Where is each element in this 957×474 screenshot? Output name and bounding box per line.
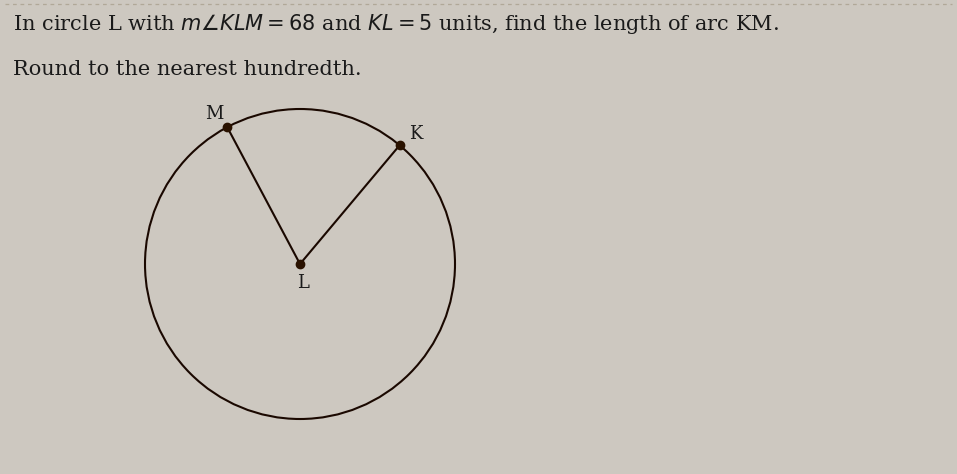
Text: L: L (297, 274, 309, 292)
Text: K: K (409, 125, 422, 143)
Text: Round to the nearest hundredth.: Round to the nearest hundredth. (13, 60, 362, 79)
Text: In circle L with $m\angle KLM = 68$ and $KL = 5$ units, find the length of arc K: In circle L with $m\angle KLM = 68$ and … (13, 12, 779, 36)
Text: M: M (205, 105, 223, 123)
